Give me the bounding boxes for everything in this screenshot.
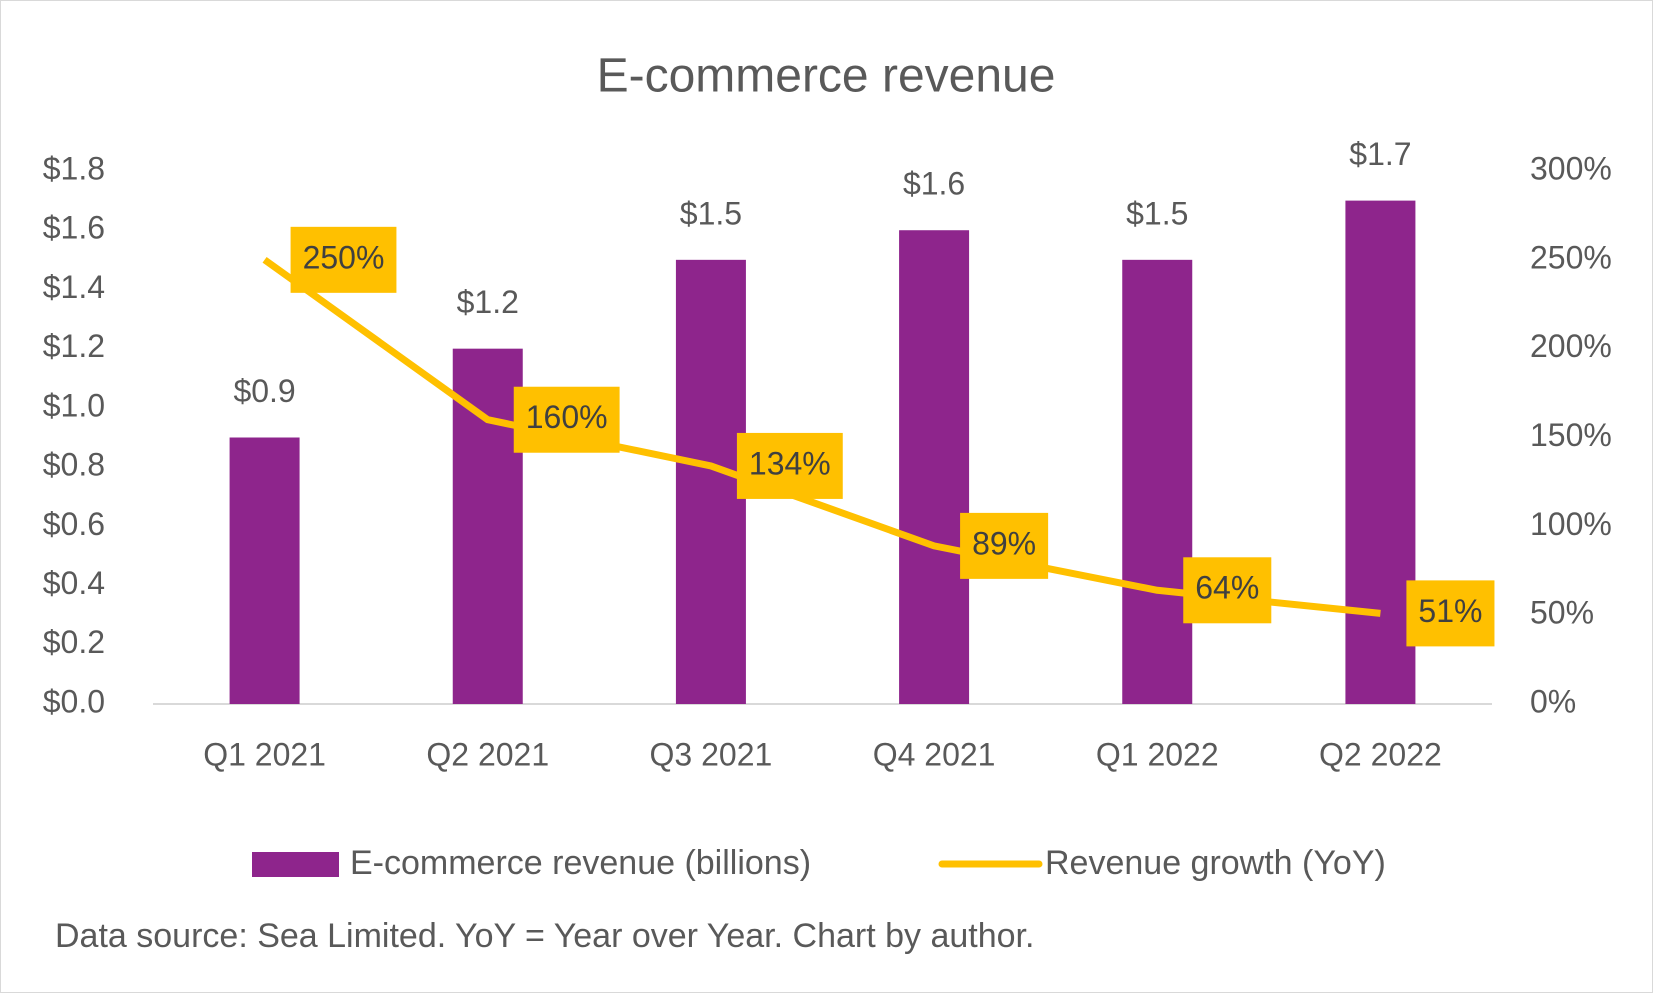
x-tick-label: Q1 2022 bbox=[1096, 736, 1219, 772]
chart-title: E-commerce revenue bbox=[597, 50, 1056, 103]
bar-value-label: $1.5 bbox=[1126, 195, 1188, 231]
y2-tick-label: 200% bbox=[1530, 328, 1612, 364]
bar bbox=[675, 259, 746, 704]
line-value-label: 250% bbox=[303, 239, 385, 275]
y2-tick-label: 50% bbox=[1530, 595, 1594, 631]
legend-swatch bbox=[252, 852, 339, 877]
y2-tick-label: 250% bbox=[1530, 239, 1612, 275]
data-label-box bbox=[290, 226, 397, 293]
y-tick-label: $1.8 bbox=[43, 150, 105, 186]
bar bbox=[1345, 200, 1416, 704]
y-tick-label: $0.6 bbox=[43, 506, 105, 542]
y-tick-label: $0.0 bbox=[43, 683, 105, 719]
bar-value-label: $1.7 bbox=[1349, 136, 1411, 172]
footnote: Data source: Sea Limited. YoY = Year ove… bbox=[55, 917, 1034, 955]
bar bbox=[899, 230, 970, 704]
y-tick-label: $1.2 bbox=[43, 328, 105, 364]
x-tick-label: Q4 2021 bbox=[873, 736, 996, 772]
x-tick-label: Q2 2021 bbox=[426, 736, 549, 772]
y2-tick-label: 150% bbox=[1530, 417, 1612, 453]
y-tick-label: $1.0 bbox=[43, 387, 105, 423]
bar-value-label: $1.6 bbox=[903, 166, 965, 202]
legend-label: E-commerce revenue (billions) bbox=[350, 844, 811, 882]
x-tick-label: Q3 2021 bbox=[650, 736, 773, 772]
bar bbox=[229, 437, 300, 704]
data-label-box bbox=[1183, 557, 1272, 624]
line-value-label: 160% bbox=[526, 399, 608, 435]
y-tick-label: $0.8 bbox=[43, 447, 105, 483]
bar-value-label: $0.9 bbox=[233, 373, 295, 409]
line-value-label: 134% bbox=[749, 445, 831, 481]
data-label-box bbox=[736, 432, 843, 499]
y-tick-label: $0.4 bbox=[43, 565, 105, 601]
legend-label: Revenue growth (YoY) bbox=[1045, 844, 1386, 882]
line-value-label: 51% bbox=[1418, 593, 1482, 629]
x-tick-label: Q2 2022 bbox=[1319, 736, 1442, 772]
bar-value-label: $1.5 bbox=[680, 195, 742, 231]
bar bbox=[1122, 259, 1193, 704]
data-label-box bbox=[1406, 580, 1495, 647]
y2-tick-label: 300% bbox=[1530, 150, 1612, 186]
line-value-label: 89% bbox=[972, 525, 1036, 561]
y-tick-label: $1.4 bbox=[43, 269, 105, 305]
line-value-label: 64% bbox=[1195, 570, 1259, 606]
x-tick-label: Q1 2021 bbox=[203, 736, 326, 772]
y-tick-label: $0.2 bbox=[43, 624, 105, 660]
bar-value-label: $1.2 bbox=[457, 284, 519, 320]
y2-tick-label: 100% bbox=[1530, 506, 1612, 542]
y-tick-label: $1.6 bbox=[43, 210, 105, 246]
y2-tick-label: 0% bbox=[1530, 683, 1576, 719]
data-label-box bbox=[513, 386, 620, 453]
bar bbox=[452, 348, 523, 704]
data-label-box bbox=[960, 512, 1049, 579]
